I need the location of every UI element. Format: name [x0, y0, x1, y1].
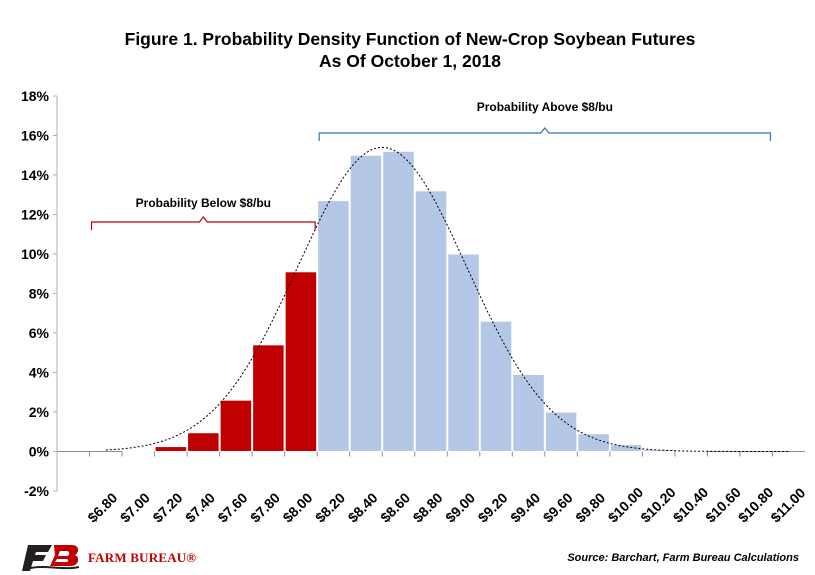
- y-tick-label: 4%: [29, 365, 50, 381]
- x-tick-label: $8.20: [312, 489, 348, 525]
- bar: [577, 433, 610, 453]
- x-tick-label: $9.80: [572, 489, 608, 525]
- x-tick-label: $9.60: [540, 489, 576, 525]
- bar: [447, 253, 480, 452]
- x-tick-label: $8.40: [345, 489, 381, 525]
- y-tick-label: 0%: [29, 444, 50, 460]
- farm-bureau-logo: FARM BUREAU®: [22, 543, 196, 573]
- x-tick-label: $7.20: [149, 489, 185, 525]
- y-tick-label: 8%: [29, 286, 50, 302]
- bar: [349, 154, 383, 452]
- density-curve: [105, 146, 789, 452]
- y-tick-label: -2%: [24, 483, 49, 499]
- bar: [219, 399, 253, 452]
- x-tick-label: $7.80: [247, 489, 283, 525]
- x-tick-label: $10.40: [670, 484, 712, 526]
- x-tick-label: $9.00: [442, 489, 478, 525]
- y-tick-label: 10%: [21, 246, 50, 262]
- bar: [544, 411, 578, 452]
- x-tick-label: $10.60: [702, 484, 744, 526]
- bar: [479, 320, 513, 452]
- x-tick-label: $8.00: [279, 489, 315, 525]
- bar: [154, 446, 188, 452]
- x-tick-label: $7.00: [117, 489, 153, 525]
- above-annotation-bracket: [318, 127, 772, 141]
- x-tick-label: $9.40: [507, 489, 543, 525]
- y-tick-label: 14%: [21, 167, 50, 183]
- y-tick-label: 18%: [21, 88, 50, 104]
- y-tick-label: 12%: [21, 207, 50, 223]
- chart-title-block: Figure 1. Probability Density Function o…: [60, 28, 760, 72]
- x-tick-label: $8.80: [410, 489, 446, 525]
- y-tick-label: 2%: [29, 404, 50, 420]
- x-tick-label: $10.80: [735, 484, 777, 526]
- x-tick-label: $11.00: [767, 484, 808, 525]
- y-tick-label: 16%: [21, 128, 50, 144]
- bar: [512, 373, 545, 453]
- bar: [609, 444, 643, 452]
- bar: [284, 271, 318, 452]
- bar: [187, 432, 220, 452]
- bar: [317, 200, 350, 452]
- chart-subtitle: As Of October 1, 2018: [319, 51, 501, 71]
- bar: [252, 344, 285, 453]
- logo-text: FARM BUREAU®: [88, 550, 197, 565]
- x-tick-label: $9.20: [475, 489, 511, 525]
- bar: [382, 150, 415, 453]
- x-tick-label: $10.20: [637, 484, 679, 526]
- y-tick-label: 6%: [29, 325, 50, 341]
- x-tick-label: $7.40: [182, 489, 218, 525]
- above-annotation-label: Probability Above $8/bu: [477, 100, 613, 114]
- source-note: Source: Barchart, Farm Bureau Calculatio…: [567, 552, 799, 564]
- chart-title: Figure 1. Probability Density Function o…: [124, 29, 696, 49]
- below-annotation-label: Probability Below $8/bu: [136, 196, 271, 210]
- x-tick-label: $7.60: [214, 489, 250, 525]
- bar: [122, 450, 155, 453]
- x-tick-label: $10.00: [605, 484, 647, 526]
- below-annotation-bracket: [90, 216, 316, 230]
- bar: [414, 190, 448, 453]
- x-tick-label: $8.60: [377, 489, 413, 525]
- fb-logo-icon: [22, 545, 80, 571]
- x-tick-label: $6.80: [84, 489, 120, 525]
